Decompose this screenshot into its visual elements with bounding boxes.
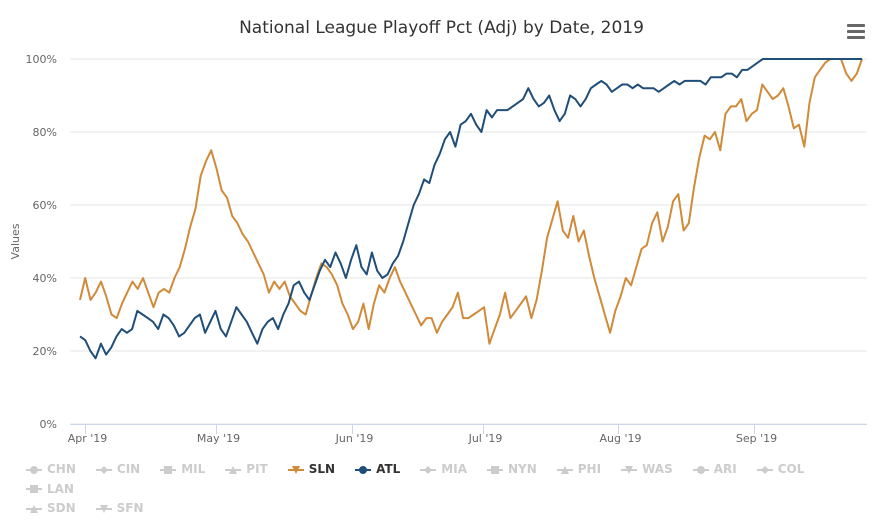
diamond-marker-icon xyxy=(756,465,773,474)
legend-item-ari[interactable]: ARI xyxy=(692,461,737,478)
legend-label: CHN xyxy=(47,462,76,476)
hamburger-menu-icon xyxy=(847,24,865,27)
x-tick-label: Jun '19 xyxy=(335,432,374,445)
legend-label: ARI xyxy=(713,462,737,476)
legend-label: MIA xyxy=(441,462,467,476)
legend-label: ATL xyxy=(376,462,401,476)
legend-item-was[interactable]: WAS xyxy=(621,461,673,478)
x-axis-ticks: Apr '19 May '19 Jun '19 Jul '19 Aug '19 Sep '… xyxy=(68,424,777,445)
y-tick-label: 60% xyxy=(33,199,57,212)
triangle-down-marker-icon xyxy=(621,465,638,474)
legend-item-sfn[interactable]: SFN xyxy=(95,500,144,517)
hamburger-menu-icon-bar xyxy=(847,36,865,39)
legend-item-mia[interactable]: MIA xyxy=(420,461,467,478)
chart-plot: 0% 20% 40% 60% 80% 100% Apr '19 May '19 Jun '19… xyxy=(9,53,867,445)
legend: CHN CIN MIL PIT SLN ATL MIA NYN PHI WAS ARI COL LAN S… xyxy=(26,461,876,520)
series-line-atl[interactable] xyxy=(79,58,862,360)
legend-label: SFN xyxy=(116,501,144,515)
triangle-marker-icon xyxy=(225,465,242,474)
circle-marker-icon xyxy=(26,465,42,474)
legend-label: PIT xyxy=(246,462,268,476)
legend-item-lan[interactable]: LAN xyxy=(26,481,74,498)
legend-label: CIN xyxy=(116,462,141,476)
x-tick-label: Aug '19 xyxy=(600,432,642,445)
chart-title: National League Playoff Pct (Adj) by Dat… xyxy=(239,18,644,38)
diamond-marker-icon xyxy=(420,465,437,474)
triangle-marker-icon xyxy=(556,465,573,474)
legend-item-sln[interactable]: SLN xyxy=(287,461,336,478)
diamond-marker-icon xyxy=(95,465,112,474)
x-tick-label: May '19 xyxy=(197,432,240,445)
legend-item-phi[interactable]: PHI xyxy=(556,461,602,478)
legend-label: COL xyxy=(777,462,805,476)
legend-label: LAN xyxy=(47,481,74,496)
square-marker-icon xyxy=(486,465,503,474)
triangle-down-marker-icon xyxy=(287,465,304,474)
legend-item-sdn[interactable]: SDN xyxy=(26,500,76,517)
x-tick-label: Jul '19 xyxy=(468,432,503,445)
y-tick-label: 40% xyxy=(33,272,57,285)
grid-lines xyxy=(70,58,867,425)
series-lines xyxy=(79,58,863,360)
legend-item-chn[interactable]: CHN xyxy=(26,461,76,478)
square-marker-icon xyxy=(26,485,42,493)
legend-item-pit[interactable]: PIT xyxy=(225,461,268,478)
series-line-sln[interactable] xyxy=(79,58,863,345)
y-axis-title: Values xyxy=(9,223,22,259)
triangle-marker-icon xyxy=(26,504,42,513)
circle-marker-icon xyxy=(355,465,372,474)
chart-menu-button[interactable] xyxy=(845,24,867,42)
legend-item-atl[interactable]: ATL xyxy=(355,461,400,478)
legend-item-mil[interactable]: MIL xyxy=(160,461,205,478)
circle-marker-icon xyxy=(692,465,709,474)
y-axis-ticks: 0% 20% 40% 60% 80% 100% xyxy=(26,53,57,431)
legend-label: MIL xyxy=(181,462,206,476)
legend-item-nyn[interactable]: NYN xyxy=(486,461,537,478)
x-tick-label: Apr '19 xyxy=(68,432,108,445)
hamburger-menu-icon-bar xyxy=(847,30,865,33)
legend-label: NYN xyxy=(507,462,537,476)
y-tick-label: 80% xyxy=(33,126,57,139)
square-marker-icon xyxy=(160,465,177,474)
triangle-down-marker-icon xyxy=(95,504,112,513)
y-tick-label: 100% xyxy=(26,53,57,66)
legend-item-col[interactable]: COL xyxy=(756,461,805,478)
legend-label: SDN xyxy=(47,501,76,515)
y-tick-label: 0% xyxy=(40,418,57,431)
x-tick-label: Sep '19 xyxy=(736,432,777,445)
legend-label: WAS xyxy=(642,462,673,476)
legend-label: SLN xyxy=(308,462,336,476)
legend-label: PHI xyxy=(577,462,602,476)
legend-item-cin[interactable]: CIN xyxy=(95,461,141,478)
y-tick-label: 20% xyxy=(33,345,57,358)
